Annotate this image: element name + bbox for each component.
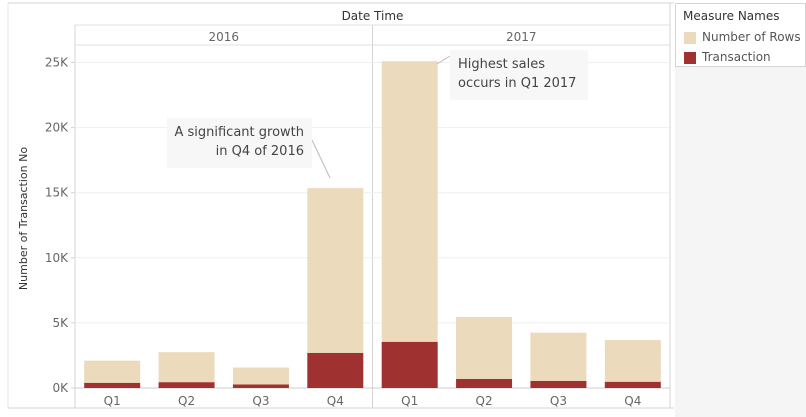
- annotation-growth: A significant growth in Q4 of 2016: [167, 118, 312, 168]
- column-header-title: Date Time: [342, 9, 404, 23]
- bar-number-of-rows-2017-q3: [530, 332, 587, 381]
- x-tick-label: Q3: [252, 394, 269, 408]
- legend-background: [675, 67, 806, 417]
- x-axis: Q1 Q2 Q3 Q4 Q1 Q2 Q3 Q4: [104, 394, 642, 408]
- y-tick-label: 0K: [52, 381, 69, 395]
- y-axis: 0K 5K 10K 15K 20K 25K Number of Transaction No: [17, 56, 75, 395]
- year-header-2017: 2017: [506, 30, 537, 44]
- x-tick-label: Q2: [178, 394, 195, 408]
- bar-number-of-rows-2016-q2: [158, 352, 215, 383]
- bar-number-of-rows-2016-q1: [84, 360, 141, 383]
- legend-swatch-number-of-rows: [684, 32, 696, 44]
- bar-transaction-2016-q3: [232, 384, 289, 388]
- legend[interactable]: Measure Names Number of Rows Transaction: [675, 3, 806, 67]
- annotation-growth-line2: in Q4 of 2016: [215, 144, 304, 159]
- annotation-highest-line1: Highest sales: [458, 57, 546, 72]
- bar-transaction-2016-q2: [158, 382, 215, 388]
- y-axis-label: Number of Transaction No: [17, 147, 30, 290]
- y-tick-label: 25K: [45, 56, 69, 70]
- pointer-highest: [436, 55, 451, 65]
- bar-number-of-rows-2017-q2: [456, 317, 513, 379]
- x-tick-label: Q1: [104, 394, 121, 408]
- annotation-pointers: [311, 55, 451, 179]
- panel-frame: [7, 2, 674, 409]
- x-tick-label: Q3: [550, 394, 567, 408]
- annotation-highest: Highest sales occurs in Q1 2017: [450, 50, 588, 100]
- bar-number-of-rows-2016-q3: [232, 367, 289, 385]
- annotation-highest-line2: occurs in Q1 2017: [458, 76, 577, 91]
- x-tick-label: Q4: [624, 394, 641, 408]
- annotation-growth-line1: A significant growth: [174, 125, 304, 140]
- y-tick-label: 5K: [52, 316, 69, 330]
- legend-label-number-of-rows: Number of Rows: [702, 30, 801, 44]
- bar-transaction-2016-q4: [307, 352, 364, 388]
- bar-number-of-rows-2017-q1: [381, 61, 438, 342]
- bar-number-of-rows-2016-q4: [307, 188, 364, 353]
- y-tick-label: 20K: [45, 121, 69, 135]
- bar-transaction-2016-q1: [84, 382, 141, 388]
- bar-transaction-2017-q2: [456, 378, 513, 388]
- column-headers: Date Time 2016 2017: [208, 9, 536, 44]
- x-tick-label: Q1: [401, 394, 418, 408]
- x-tick-label: Q2: [476, 394, 493, 408]
- legend-label-transaction: Transaction: [702, 50, 771, 64]
- pointer-growth: [311, 139, 331, 179]
- bar-transaction-2017-q1: [381, 341, 438, 388]
- legend-swatch-transaction: [684, 52, 696, 64]
- bar-number-of-rows-2017-q4: [604, 340, 661, 382]
- y-tick-label: 10K: [45, 251, 69, 265]
- x-tick-label: Q4: [327, 394, 344, 408]
- bar-transaction-2017-q3: [530, 380, 587, 388]
- y-tick-label: 15K: [45, 186, 69, 200]
- bars: [84, 61, 661, 388]
- legend-title: Measure Names: [683, 9, 780, 23]
- year-header-2016: 2016: [208, 30, 239, 44]
- bar-transaction-2017-q4: [604, 381, 661, 388]
